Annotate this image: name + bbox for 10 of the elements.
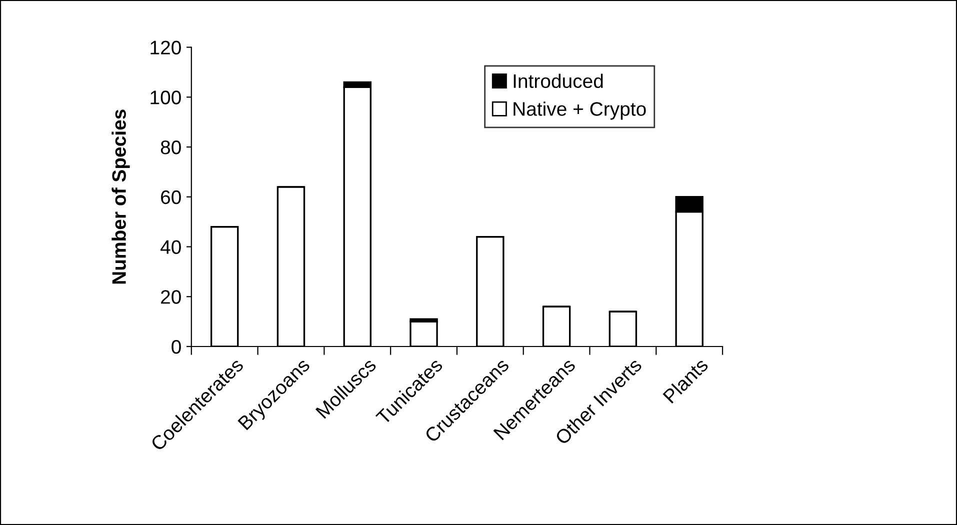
legend-label: Native + Crypto: [514, 102, 646, 120]
y-tick-label: 0: [172, 340, 181, 354]
y-axis-title: Number of Species: [112, 110, 130, 284]
y-tick-label: 120: [150, 40, 181, 54]
y-tick-label: 40: [160, 240, 181, 254]
y-tick-label: 80: [160, 140, 181, 154]
y-tick-label: 60: [161, 190, 181, 204]
y-tick-label: 100: [150, 90, 181, 104]
y-tick-label: 20: [161, 290, 181, 304]
legend-label: Introduced: [514, 74, 603, 88]
